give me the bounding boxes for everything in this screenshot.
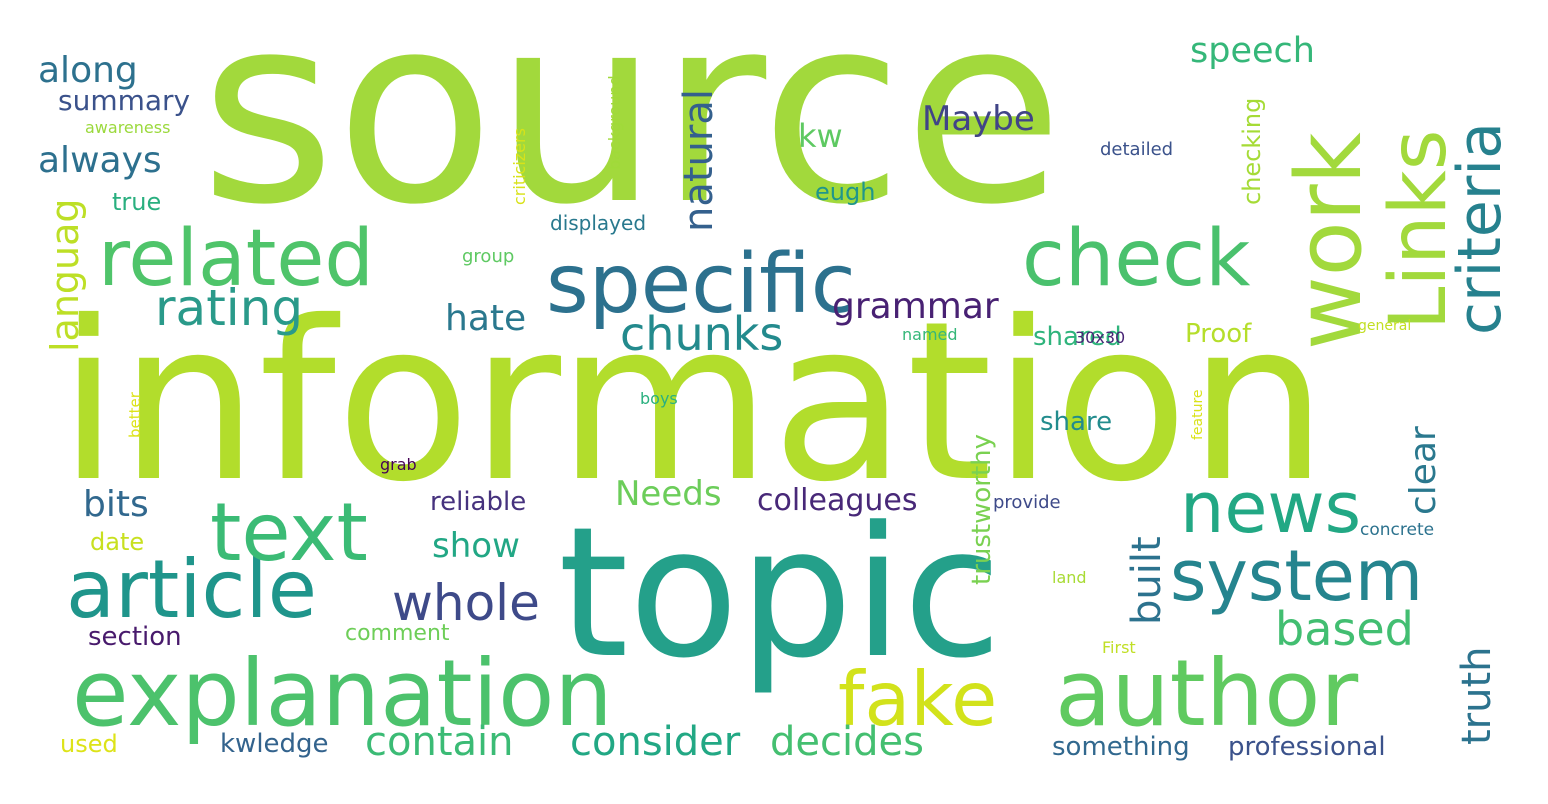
cloud-word-author: author [1055,640,1358,747]
cloud-word-natural: natural [676,89,722,232]
cloud-word-work: work [1277,132,1382,350]
cloud-word-truth: truth [1454,646,1500,745]
cloud-word-proof: Proof [1185,319,1252,349]
cloud-word-something: something [1052,732,1190,762]
cloud-word-comment: comment [345,621,450,646]
cloud-word-land: land [1052,568,1087,587]
cloud-word-eugh: eugh [815,178,875,206]
cloud-word-criticizers: criticizers [510,128,529,205]
cloud-word-grammar: grammar [832,286,999,327]
cloud-word-check: check [1022,214,1250,304]
cloud-word-explanation: explanation [72,640,613,747]
cloud-word-decides: decides [770,719,924,765]
cloud-word-information: information [58,274,1328,530]
cloud-word-clear: clear [1403,426,1444,515]
cloud-word-specific: specific [546,237,856,332]
cloud-word-maybe: Maybe [922,99,1035,139]
cloud-word-topic: topic [558,489,1002,698]
cloud-word-system: system [1170,535,1423,617]
cloud-word-date: date [90,528,144,556]
cloud-word-background: background [605,75,624,170]
cloud-word-kw: kw [798,117,843,155]
cloud-word-summary: summary [58,84,190,117]
cloud-word-professional: professional [1228,732,1386,762]
cloud-word-along: along [38,50,138,91]
cloud-word-links: Links [1374,130,1464,330]
cloud-word-based: based [1275,602,1414,656]
cloud-word-contain: contain [365,719,513,765]
cloud-word-reliable: reliable [430,487,526,517]
cloud-word-needs: Needs [615,474,722,514]
cloud-word-hate: hate [445,298,526,339]
cloud-word-speech: speech [1190,31,1315,71]
cloud-word-criteria: criteria [1445,122,1515,335]
cloud-word-general: general [1358,318,1411,334]
cloud-word-feature: feature [1190,389,1206,440]
cloud-word-named: named [902,325,958,344]
cloud-word-used: used [60,730,118,758]
cloud-word-boys: boys [640,389,678,408]
cloud-word-30x30: 30x30 [1075,328,1125,347]
cloud-word-colleagues: colleagues [757,483,918,518]
cloud-word-checking: checking [1238,98,1266,205]
cloud-word-languag: languag [43,198,87,352]
cloud-word-bits: bits [83,484,149,525]
cloud-word-rating: rating [155,279,303,337]
cloud-word-section: section [88,622,182,652]
cloud-word-awareness: awareness [85,118,170,137]
cloud-word-fake: fake [838,655,997,743]
cloud-word-share: share [1040,407,1112,437]
cloud-word-grab: grab [380,455,417,474]
cloud-word-source: source [200,0,1063,262]
cloud-word-kwledge: kwledge [220,729,329,759]
cloud-word-trustworthy: trustworthy [967,434,997,585]
cloud-word-group: group [462,246,514,267]
cloud-word-consider: consider [570,719,741,765]
cloud-word-better: better [126,391,144,438]
cloud-word-provide: provide [993,492,1061,513]
cloud-word-whole: whole [392,574,540,632]
cloud-word-concrete: concrete [1360,520,1434,540]
cloud-word-built: built [1124,536,1170,625]
cloud-word-shared: shared [1033,322,1122,352]
cloud-word-displayed: displayed [550,211,646,235]
cloud-word-show: show [432,526,520,566]
cloud-word-first: First [1102,638,1136,657]
cloud-word-chunks: chunks [620,307,783,361]
cloud-word-article: article [66,543,317,636]
cloud-word-always: always [38,140,162,181]
cloud-word-text: text [210,486,368,579]
cloud-word-news: news [1180,467,1361,549]
cloud-word-detailed: detailed [1100,139,1173,160]
cloud-word-related: related [98,214,374,304]
cloud-word-true: true [112,188,161,216]
